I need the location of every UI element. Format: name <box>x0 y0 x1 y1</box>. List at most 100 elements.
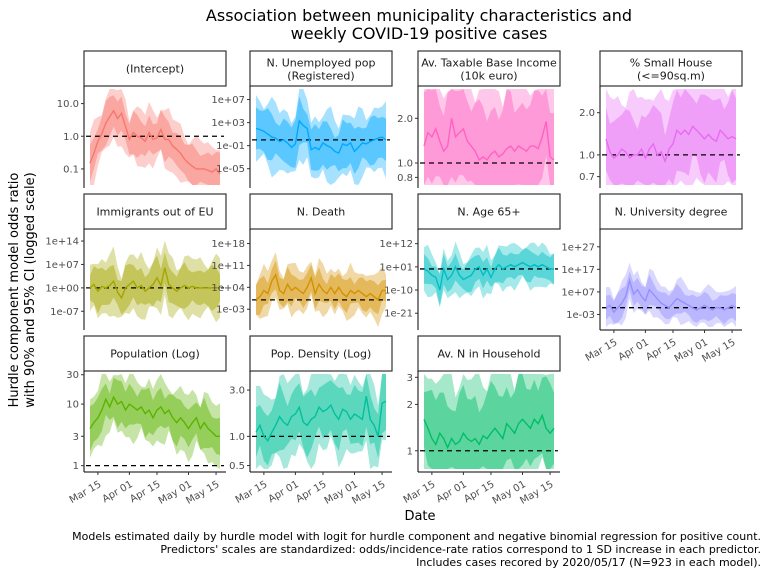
y-tick-label: 1e+07 <box>211 95 245 106</box>
y-tick-label: 3.0 <box>229 386 245 397</box>
strip-label: (Intercept) <box>126 63 184 76</box>
y-tick-label: 0.1 <box>63 164 79 175</box>
estimate-line <box>255 395 387 443</box>
y-tick-label: 10 <box>66 400 79 411</box>
y-tick-label: 1e+04 <box>211 283 245 294</box>
caption-line-1: Models estimated daily by hurdle model w… <box>72 530 761 543</box>
panel: Av. Taxable Base Income(10k euro) 2.0 1.0 0… <box>397 50 561 188</box>
panel: N. Age 65+ 1e+12 1e+01 1e-10 1e-21 <box>379 193 561 330</box>
chart-title-line-1: Association between municipality charact… <box>206 6 632 25</box>
y-tick-label: 10.0 <box>57 99 79 110</box>
y-tick-label: 1e-05 <box>216 164 245 175</box>
y-tick-label: 1e+14 <box>45 237 79 248</box>
ci90-band <box>424 247 554 306</box>
caption-line-2: Predictors' scales are standardized: odd… <box>160 543 761 556</box>
ci95-band <box>256 374 386 469</box>
ci95-band <box>256 89 386 185</box>
y-tick-label: 1e+00 <box>45 283 79 294</box>
y-axis-title-line-1: Hurdle component model odds ratio <box>7 173 22 408</box>
panel: (Intercept) 10.0 1.0 0.1 <box>57 50 227 188</box>
ci90-band <box>424 374 554 469</box>
panels-layer: (Intercept) 10.0 1.0 0.1 N. Unemployed pop(R… <box>45 50 743 507</box>
caption-line-3: Includes cases recored by 2020/05/17 (N=… <box>416 556 761 569</box>
strip-box <box>83 193 227 230</box>
y-tick-label: 1 <box>73 461 79 472</box>
y-tick-label: 1.0 <box>579 150 595 161</box>
y-tick-label: 2 <box>407 400 413 411</box>
strip-box <box>417 193 561 230</box>
y-tick-label: 3 <box>407 373 413 384</box>
strip-label: (<=90sq.m) <box>637 70 705 83</box>
ci95-band <box>256 252 386 327</box>
x-tick-label: Mar 15 <box>234 479 270 506</box>
x-tick-label: Apr 15 <box>294 479 328 505</box>
y-tick-label: 0.7 <box>579 172 595 183</box>
x-tick-label: Apr 01 <box>617 337 651 363</box>
strip-label: Av. Taxable Base Income <box>421 57 557 70</box>
x-tick-label: Apr 15 <box>128 479 162 505</box>
y-tick-label: 1e+03 <box>211 118 245 129</box>
y-tick-label: 3 <box>73 432 79 443</box>
strip-box <box>249 50 393 87</box>
strip-label: Immigrants out of EU <box>96 206 213 219</box>
ci90-band <box>424 89 554 185</box>
x-tick-label: Mar 15 <box>584 337 620 364</box>
y-tick-label: 1e+07 <box>45 260 79 271</box>
strip-box <box>599 50 743 87</box>
strip-box <box>417 50 561 87</box>
y-tick-label: 1e+17 <box>561 265 595 276</box>
y-tick-label: 1e+11 <box>211 261 245 272</box>
y-tick-label: 1.0 <box>229 432 245 443</box>
ci95-band <box>606 89 736 185</box>
strip-label: Pop. Density (Log) <box>271 348 372 361</box>
strip-box <box>599 193 743 230</box>
y-tick-label: 1e-21 <box>384 309 413 320</box>
strip-box <box>83 335 227 372</box>
ci90-band <box>90 252 220 315</box>
estimate-line <box>605 125 737 164</box>
y-tick-label: 1e-01 <box>216 141 245 152</box>
strip-label: Population (Log) <box>110 348 200 361</box>
x-tick-label: Apr 15 <box>644 337 678 363</box>
strip-box <box>249 335 393 372</box>
y-tick-label: 1e+07 <box>561 287 595 298</box>
estimate-line <box>423 261 554 291</box>
x-tick-label: Mar 15 <box>68 479 104 506</box>
estimate-line <box>423 413 555 450</box>
ci95-band <box>90 89 220 185</box>
y-tick-label: 1.0 <box>63 132 79 143</box>
chart-title-line-2: weekly COVID-19 positive cases <box>291 24 548 43</box>
panel: % Small House(<=90sq.m) 2.0 1.0 0.7 <box>579 50 743 188</box>
y-axis-title-line-2: with 90% and 95% CI (logged scale) <box>23 172 38 408</box>
y-tick-label: 1e+27 <box>561 242 595 253</box>
ci95-band <box>424 374 554 469</box>
y-tick-label: 2.0 <box>397 114 413 125</box>
strip-box <box>83 50 227 87</box>
y-tick-label: 1e-03 <box>566 310 595 321</box>
strip-box <box>417 335 561 372</box>
estimate-line <box>89 395 220 437</box>
y-tick-label: 1e+12 <box>379 239 413 250</box>
y-tick-label: 1e-10 <box>384 286 413 297</box>
y-tick-label: 0.8 <box>397 173 413 184</box>
strip-label: N. University degree <box>615 206 728 219</box>
strip-label: (10k euro) <box>460 70 517 83</box>
panel: N. Unemployed pop(Registered) 1e+07 1e+03 1… <box>211 50 393 188</box>
ci90-band <box>606 89 736 185</box>
strip-label: N. Unemployed pop <box>267 57 376 70</box>
y-tick-label: 1e+01 <box>379 262 413 273</box>
ci90-band <box>606 271 736 325</box>
estimate-line <box>89 267 220 300</box>
strip-label: N. Death <box>297 206 346 219</box>
x-tick-label: Apr 15 <box>462 479 496 505</box>
y-tick-label: 1e+18 <box>211 239 245 250</box>
ci90-band <box>256 96 386 174</box>
strip-label: N. Age 65+ <box>457 206 520 219</box>
strip-label: (Registered) <box>287 70 354 83</box>
estimate-line <box>255 273 386 301</box>
panel: N. Death 1e+18 1e+11 1e+04 1e-03 <box>211 193 393 330</box>
